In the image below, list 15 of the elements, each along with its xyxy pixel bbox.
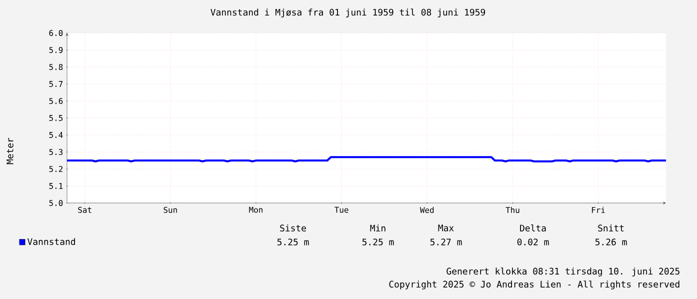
text: Delta [520,224,546,232]
text: Max [438,224,454,232]
text: Generert klokka 08:31 tirsdag 10. juni 2025 [446,268,680,276]
text: 0.02 m [517,238,549,246]
text: 5.25 m [362,238,394,246]
text: Copyright 2025 © Jo Andreas Lien - All rights reserved [389,280,680,290]
chart-title: Vannstand i Mjøsa fra 01 juni 1959 til 08 juni 1959 [210,8,486,18]
text: Snitt [598,224,624,232]
legend-label: Vannstand [27,238,75,246]
text: 5.25 m [277,238,309,246]
text: Min [370,224,386,232]
text: Siste [280,224,306,232]
text: 5.26 m [595,238,627,246]
text: 5.27 m [430,238,462,246]
y-axis-title: Meter [6,138,14,164]
